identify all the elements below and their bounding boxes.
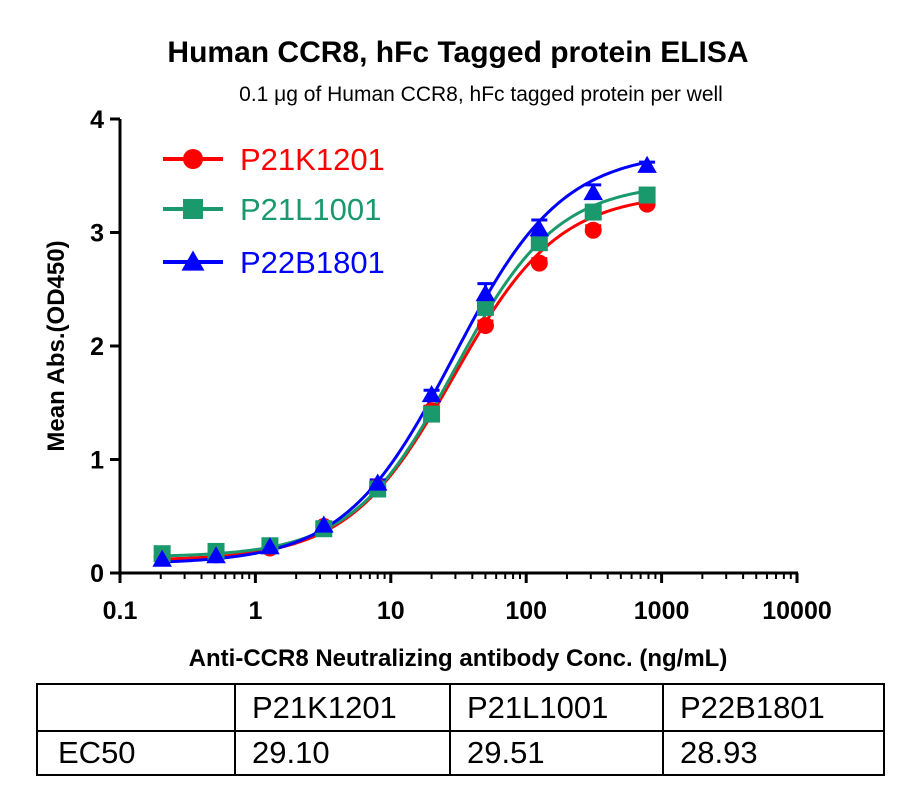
table-header-cell: P21L1001 bbox=[449, 683, 664, 732]
legend-marker-P21L1001 bbox=[183, 199, 203, 219]
table-cell: 28.93 bbox=[662, 730, 885, 776]
fit-curves bbox=[162, 160, 648, 564]
fit-curve-P21L1001 bbox=[162, 189, 648, 558]
axes: 0.1 1 10 100 1000 10000 0 1 2 3 4 bbox=[90, 106, 832, 625]
data-points bbox=[152, 155, 657, 567]
data-point-P21L1001 bbox=[423, 405, 441, 423]
data-point-P22B1801 bbox=[367, 473, 388, 491]
x-tick-label: 0.1 bbox=[103, 597, 138, 625]
elisa-chart: Human CCR8, hFc Tagged protein ELISA 0.1… bbox=[43, 36, 832, 672]
data-point-P22B1801 bbox=[421, 385, 442, 403]
legend: P21K1201 P21L1001 P22B1801 bbox=[163, 142, 385, 280]
table-cell: 29.10 bbox=[234, 730, 451, 776]
x-axis-label: Anti-CCR8 Neutralizing antibody Conc. (n… bbox=[189, 645, 728, 672]
y-tick-label: 1 bbox=[90, 447, 104, 475]
y-tick-label: 0 bbox=[90, 560, 104, 588]
table-header-row: P21K1201 P21L1001 P22B1801 bbox=[36, 683, 885, 732]
data-point-P21L1001 bbox=[584, 203, 602, 221]
chart-subtitle: 0.1 μg of Human CCR8, hFc tagged protein… bbox=[239, 83, 723, 106]
legend-label: P22B1801 bbox=[240, 245, 385, 280]
data-point-P21L1001 bbox=[530, 234, 548, 252]
x-tick-label: 100 bbox=[505, 597, 547, 625]
data-point-P22B1801 bbox=[206, 546, 226, 564]
x-tick-label: 1000 bbox=[634, 597, 690, 625]
fit-curve-P22B1801 bbox=[162, 160, 648, 564]
data-point-P22B1801 bbox=[152, 549, 172, 567]
data-point-P22B1801 bbox=[260, 537, 280, 555]
x-tick-label: 10 bbox=[377, 597, 405, 625]
table-cell bbox=[36, 683, 236, 732]
legend-label: P21K1201 bbox=[240, 142, 385, 177]
x-tick-label: 1 bbox=[248, 597, 262, 625]
y-tick-label: 4 bbox=[90, 106, 104, 134]
fit-curve-P21K1201 bbox=[162, 200, 648, 561]
ec50-table: P21K1201 P21L1001 P22B1801 EC50 29.10 29… bbox=[36, 683, 885, 776]
data-point-P21K1201 bbox=[476, 317, 494, 335]
data-point-P21L1001 bbox=[476, 298, 494, 316]
x-tick-label: 10000 bbox=[762, 597, 832, 625]
data-point-P21K1201 bbox=[530, 254, 548, 272]
data-point-P21K1201 bbox=[584, 221, 602, 239]
data-point-P22B1801 bbox=[637, 155, 657, 173]
chart-title: Human CCR8, hFc Tagged protein ELISA bbox=[167, 36, 748, 69]
y-tick-label: 3 bbox=[90, 220, 104, 248]
y-axis-label: Mean Abs.(OD450) bbox=[43, 240, 70, 451]
y-tick-label: 2 bbox=[90, 333, 104, 361]
table-cell: 29.51 bbox=[449, 730, 664, 776]
table-header-cell: P21K1201 bbox=[234, 683, 451, 732]
data-point-P22B1801 bbox=[314, 515, 334, 533]
legend-label: P21L1001 bbox=[240, 192, 381, 227]
table-header-cell: P22B1801 bbox=[662, 683, 885, 732]
legend-marker-P21K1201 bbox=[183, 149, 203, 169]
legend-marker-P22B1801 bbox=[181, 250, 205, 271]
table-row: EC50 29.10 29.51 28.93 bbox=[36, 730, 885, 776]
data-point-P22B1801 bbox=[475, 284, 496, 302]
table-row-label: EC50 bbox=[36, 730, 236, 776]
data-point-P22B1801 bbox=[529, 219, 550, 237]
data-point-P22B1801 bbox=[583, 183, 603, 201]
data-point-P21L1001 bbox=[638, 186, 656, 204]
